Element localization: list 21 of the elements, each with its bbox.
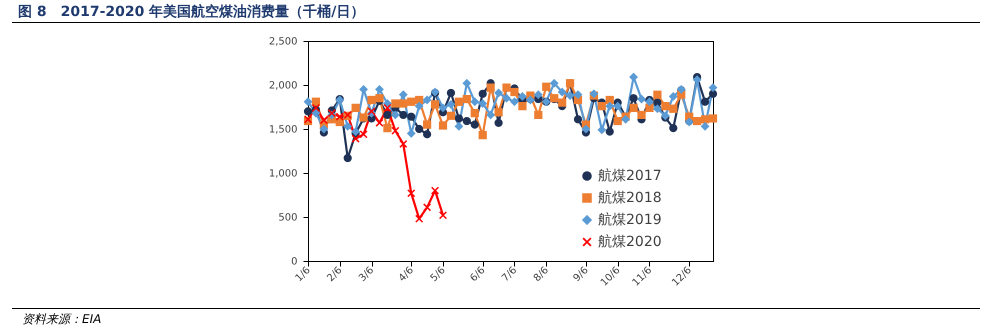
legend-label: 航煤2017 [598, 168, 662, 184]
x-tick-label: 8/6 [532, 264, 551, 284]
y-tick-label: 2,500 [268, 36, 298, 48]
x-tick-label: 9/6 [572, 264, 591, 284]
legend-label: 航煤2018 [598, 190, 662, 206]
y-tick-label: 1,500 [268, 124, 298, 136]
text: 图 8 2017-2020 年美国航空煤油消费量（千桶/日） [18, 3, 364, 21]
x-tick-label: 5/6 [428, 264, 448, 284]
y-tick-label: 1,000 [268, 168, 298, 180]
x-tick-label: 7/6 [500, 264, 520, 284]
y-tick-label: 2,000 [268, 80, 298, 92]
x-tick-label: 6/6 [468, 264, 488, 284]
x-tick-label: 3/6 [357, 264, 376, 284]
x-tick-label: 2/6 [325, 264, 345, 284]
x-tick-label: 4/6 [396, 264, 416, 284]
x-tick-label: 1/6 [294, 264, 313, 284]
legend-label: 航煤2019 [598, 212, 662, 228]
legend-label: 航煤2020 [598, 234, 662, 250]
y-tick-label: 0 [291, 256, 298, 268]
text: 资料来源：EIA [22, 311, 102, 328]
y-tick-label: 500 [278, 212, 298, 224]
